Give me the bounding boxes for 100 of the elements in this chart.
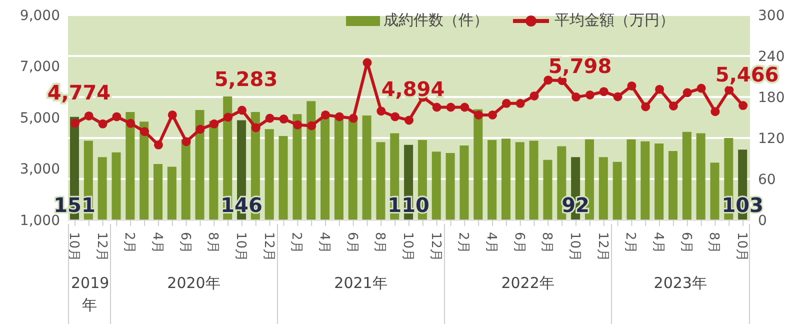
x-tick-label: 10月: [567, 232, 582, 262]
bar: [167, 166, 176, 220]
point: [182, 137, 191, 146]
point: [293, 120, 302, 130]
bar: [209, 120, 218, 220]
x-tick-label: 2月: [622, 232, 638, 254]
bar: [654, 143, 664, 220]
x-tick-label: 10月: [232, 232, 248, 262]
point: [320, 110, 330, 120]
bar: [320, 118, 330, 220]
x-tick-label: 6月: [678, 232, 694, 254]
x-tick-label: 12月: [428, 232, 443, 262]
x-tick-label: 2月: [456, 232, 471, 254]
point: [126, 118, 136, 128]
x-tick-label: 2月: [122, 232, 137, 254]
data-label: 4,894: [381, 77, 445, 102]
bar: [278, 136, 288, 220]
y-tick-label: 9,000: [20, 8, 60, 24]
point: [432, 102, 442, 112]
y-tick-label: 5,000: [20, 110, 60, 126]
y-tick-label: 7,000: [20, 59, 60, 76]
bar: [181, 139, 190, 220]
bar: [432, 152, 441, 220]
point: [251, 123, 260, 132]
y2-tick-label: 180: [758, 90, 785, 106]
bar: [696, 133, 706, 220]
bar: [529, 140, 538, 220]
data-label: 4,774: [47, 80, 111, 104]
x-tick-label: 10月: [66, 232, 81, 262]
point: [627, 81, 636, 90]
bar: [195, 110, 204, 220]
legend-label: 平均金額（万円）: [554, 11, 674, 30]
point: [265, 114, 274, 123]
point: [376, 106, 386, 116]
point: [516, 98, 525, 108]
bar: [292, 114, 302, 220]
x-tick-label: 4月: [650, 232, 666, 254]
bar: [446, 153, 455, 220]
data-label: 5,283: [214, 67, 278, 92]
point: [446, 102, 456, 112]
point: [613, 92, 622, 102]
y2-tick-label: 0: [758, 212, 767, 229]
bar: [626, 139, 636, 220]
bar: [598, 157, 608, 220]
bar: [474, 109, 483, 220]
bar: [140, 122, 149, 220]
point: [599, 87, 608, 96]
x-tick-label: 8月: [205, 232, 220, 254]
bar: [112, 152, 121, 220]
point: [460, 102, 470, 112]
point: [682, 88, 692, 98]
point: [224, 112, 233, 122]
point: [404, 116, 414, 125]
point: [348, 114, 358, 123]
point: [488, 110, 498, 120]
text: 2020年: [166, 273, 222, 294]
y-tick-label: 3,000: [20, 162, 60, 178]
data-label: 5,798: [548, 54, 612, 78]
bar: [362, 115, 372, 220]
x-tick-label: 4月: [316, 232, 332, 254]
point: [362, 58, 372, 68]
bar: [640, 141, 650, 220]
point: [84, 111, 94, 120]
point: [544, 76, 553, 85]
bar: [668, 150, 678, 220]
data-label: 5,466: [715, 62, 779, 87]
x-tick-label: 12月: [260, 232, 276, 262]
bar: [334, 118, 344, 220]
y2-tick-label: 300: [758, 8, 785, 24]
point: [237, 106, 246, 115]
point: [502, 98, 511, 108]
x-tick-label: 2月: [288, 232, 304, 254]
bar: [98, 157, 107, 220]
point: [98, 119, 108, 128]
bar: [488, 140, 497, 220]
bar: [515, 142, 524, 220]
bar: [376, 142, 386, 220]
bar: [710, 162, 720, 220]
bar: [126, 112, 135, 220]
y2-tick-label: 120: [758, 130, 785, 147]
text: 2023年: [652, 273, 708, 294]
point: [696, 84, 706, 93]
point: [530, 91, 539, 100]
bar: [306, 101, 316, 220]
bar: [612, 162, 622, 220]
point: [668, 101, 678, 110]
point: [585, 90, 594, 100]
point: [70, 118, 80, 128]
x-tick-label: 4月: [149, 232, 164, 254]
text: 2019年: [71, 273, 110, 316]
point: [641, 102, 650, 112]
y2-tick-label: 60: [758, 172, 776, 188]
point: [710, 107, 720, 116]
point: [724, 86, 734, 95]
bar: [682, 132, 692, 220]
bar: [460, 146, 469, 220]
point: [307, 121, 316, 130]
legend-label: 成約件数（件）: [384, 11, 488, 30]
point: [572, 92, 581, 102]
point: [474, 110, 484, 120]
